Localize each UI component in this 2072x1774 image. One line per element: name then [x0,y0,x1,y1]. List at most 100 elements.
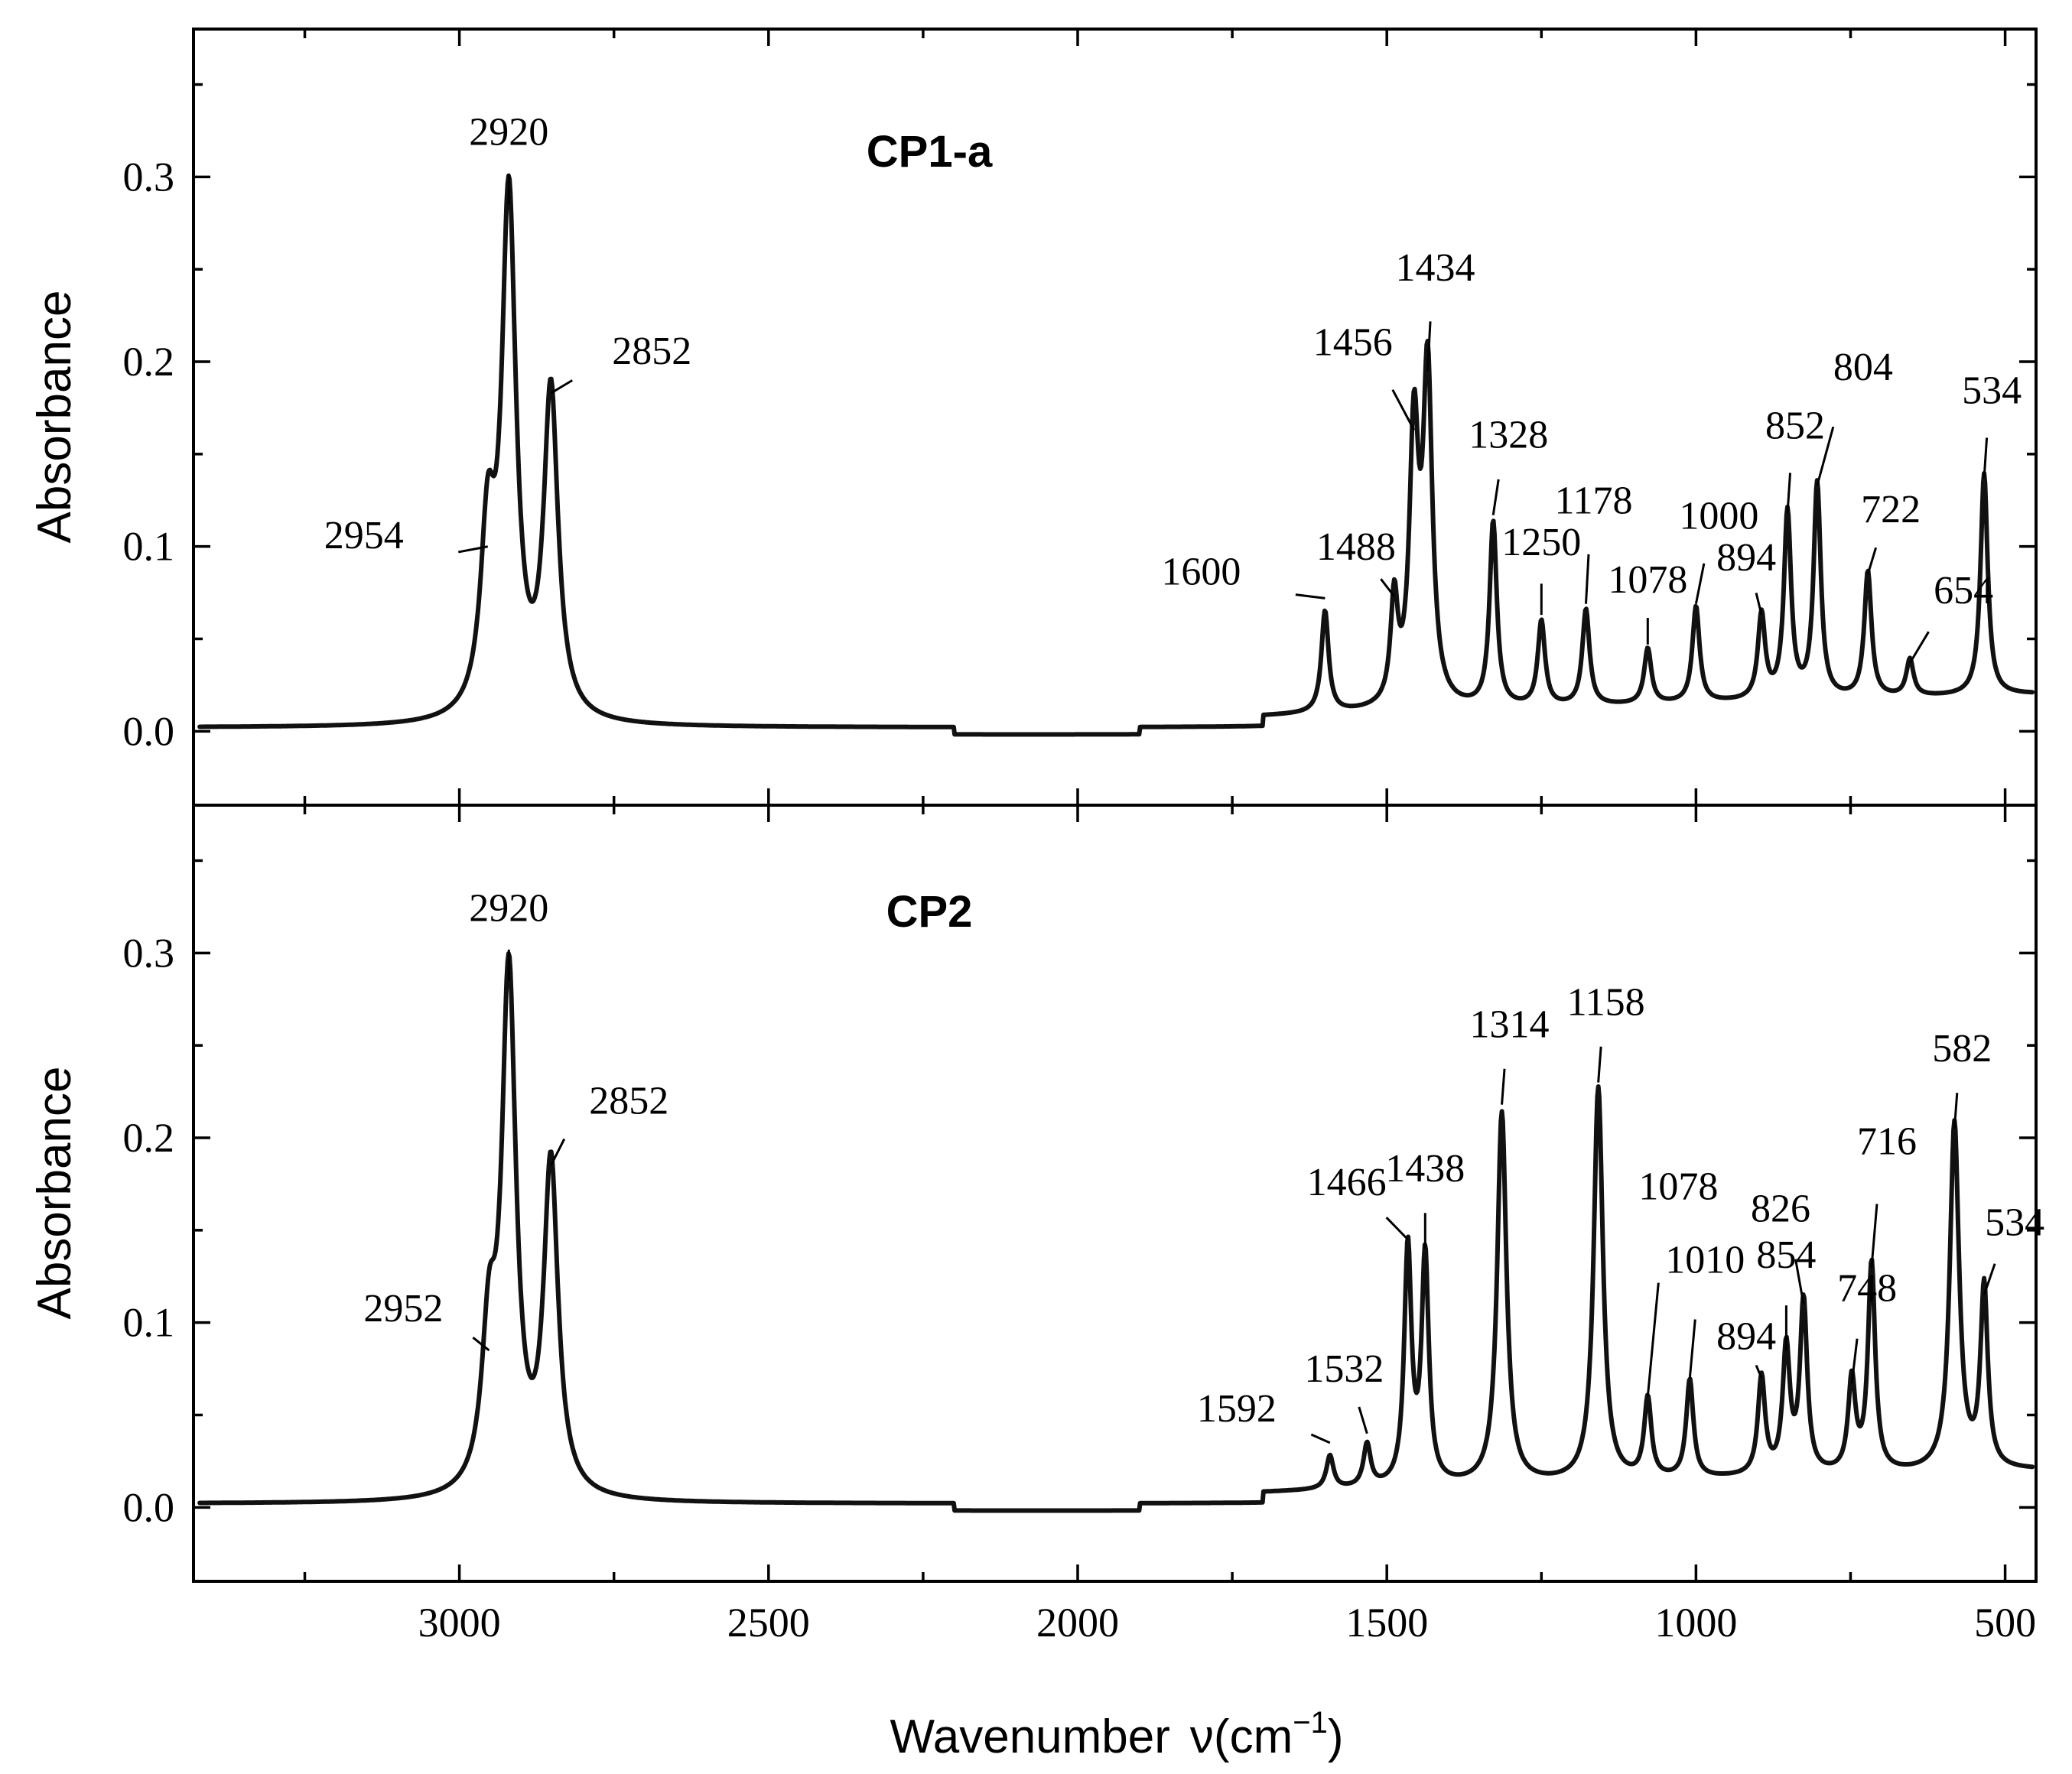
peak-label: 852 [1765,404,1825,447]
peak-leader-line [1755,1364,1763,1379]
peak-label: 1000 [1679,495,1758,538]
y-tick-label: 0.0 [123,1484,175,1530]
peak-label: 1158 [1567,981,1645,1025]
y-tick-label: 0.1 [123,524,175,570]
peak-leader-line [1426,321,1432,372]
panel-cp1a-spectrum-line [197,174,2035,737]
peak-leader-line [1866,547,1878,575]
x-axis-label-unit-close: ) [1328,1711,1344,1763]
peak-label: 1456 [1313,321,1393,365]
panel-cp2-y-tick-labels: 0.0 0.1 0.2 0.3 [123,930,175,1530]
peak-label: 2852 [612,330,691,373]
panel-cp2-title: CP2 [886,887,973,937]
peak-label: 2952 [363,1287,443,1330]
peak-label: 1434 [1396,246,1475,290]
peak-label: 748 [1837,1267,1897,1311]
peak-label: 1532 [1304,1347,1384,1391]
panel-cp1a-y-tick-labels: 0.0 0.1 0.2 0.3 [123,154,175,754]
peak-label: 894 [1716,536,1776,580]
peak-leader-line [1358,1406,1368,1434]
peak-leader-line [1295,593,1325,599]
peak-leader-line [472,1337,490,1352]
peak-leader-line [1794,1259,1805,1305]
x-tick-label: 500 [1974,1600,2036,1646]
peak-leader-line [1816,426,1835,486]
peak-label: 722 [1861,488,1921,531]
panel-cp2-ticks [194,805,2036,1581]
peak-leader-line [1597,1046,1602,1083]
peak-label: 894 [1716,1314,1776,1358]
x-tick-label: 2500 [727,1600,810,1646]
peak-leader-line [1870,1204,1878,1268]
peak-label: 1078 [1608,558,1687,602]
x-axis-label: Wavenumber ν(cm−1) [890,1706,1344,1763]
peak-label: 1314 [1470,1003,1550,1047]
x-tick-label: 1000 [1654,1600,1737,1646]
peak-leader-line [1385,1217,1409,1241]
peak-leader-line [1908,631,1930,664]
peak-label: 1438 [1385,1147,1465,1191]
peak-leader-line [1380,578,1396,597]
x-tick-label: 2000 [1036,1600,1119,1646]
peak-leader-line [549,1138,566,1167]
peak-leader-line [1786,473,1792,514]
panel-cp1a-y-axis-label: Absorbance [28,291,81,544]
peak-leader-line [1501,1068,1506,1105]
peak-label: 804 [1833,346,1893,389]
peak-label: 826 [1751,1188,1810,1231]
panel-cp1a-ticks [194,29,2036,805]
y-tick-label: 0.1 [123,1300,175,1346]
panel-cp2: 0.0 0.1 0.2 0.3 Absorbance CP2 2952 2920 2852… [28,804,2044,1583]
peak-label: 854 [1756,1233,1816,1277]
y-tick-label: 0.2 [123,339,175,385]
y-tick-label: 0.3 [123,930,175,976]
peak-leader-line [458,545,489,554]
x-axis-label-unit-open: (cm [1214,1711,1293,1763]
peak-leader-line [1983,1263,1996,1295]
peak-label: 2954 [324,514,404,557]
peak-label: 1078 [1638,1165,1718,1208]
peak-leader-line [1584,554,1590,604]
x-axis-label-symbol: ν [1190,1711,1214,1763]
peak-leader-line [550,379,574,395]
peak-leader-line [1688,1319,1696,1379]
x-axis-label-text: Wavenumber [890,1711,1170,1763]
peak-label: 1010 [1665,1238,1745,1282]
panel-cp1a-title: CP1-a [867,127,993,177]
peak-label: 2920 [469,111,548,154]
panel-cp2-frame [192,804,2038,1583]
panel-cp1a: 0.0 0.1 0.2 0.3 Absorbance CP1-a 2954 2920 28… [28,28,2038,807]
panel-cp2-spectrum-line [197,951,2035,1513]
y-tick-label: 0.3 [123,154,175,200]
peak-label: 534 [1962,369,2022,412]
x-tick-label: 3000 [418,1600,501,1646]
y-tick-label: 0.0 [123,708,175,754]
peak-label: 534 [1985,1201,2044,1245]
peak-label: 654 [1934,569,1993,612]
y-tick-label: 0.2 [123,1115,175,1161]
peak-label: 1466 [1307,1161,1387,1204]
peak-label: 1592 [1197,1387,1277,1431]
x-axis-label-unit-exponent: −1 [1293,1706,1328,1740]
peak-label: 2920 [469,887,548,931]
peak-leader-line [1694,563,1706,604]
peak-leader-line [1310,1433,1331,1444]
peak-leader-line [1850,1338,1859,1384]
peak-leader-line [1646,1282,1660,1397]
panel-cp2-y-axis-label: Absorbance [28,1067,81,1320]
x-tick-labels: 3000 2500 2000 1500 1000 500 [418,1600,2036,1646]
peak-label: 2852 [589,1079,668,1123]
peak-label: 1178 [1554,479,1632,523]
peak-label: 1488 [1316,525,1396,569]
peak-leader-line [1983,437,1989,479]
peak-label: 1600 [1161,550,1241,593]
peak-leader-line [1391,388,1416,431]
peak-leader-line [1491,479,1500,515]
peak-label: 716 [1857,1119,1917,1163]
peak-label: 1328 [1469,414,1548,457]
peak-leader-line [1953,1093,1959,1129]
peak-label: 582 [1932,1027,1992,1071]
peak-label: 1250 [1501,521,1581,564]
